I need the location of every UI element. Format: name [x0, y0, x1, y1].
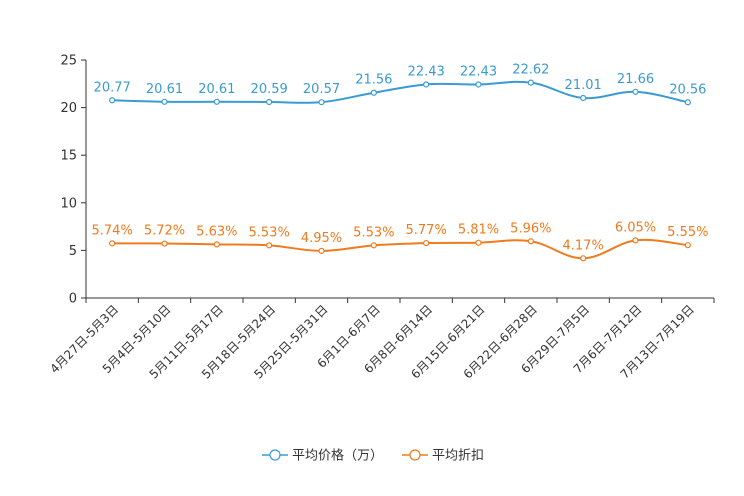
data-label: 20.77 [94, 80, 131, 95]
legend-item-avg-price[interactable]: 平均价格（万） [262, 448, 383, 464]
data-label: 6.05% [615, 220, 656, 235]
data-label: 4.17% [563, 238, 604, 253]
x-axis: 4月27日-5月3日5月4日-5月10日5月11日-5月17日5月18日-5月2… [47, 297, 715, 382]
legend[interactable]: 平均价格（万） 平均折扣 [262, 448, 484, 464]
data-label: 20.61 [146, 82, 183, 97]
y-tick-label: 25 [60, 54, 77, 69]
legend-label: 平均折扣 [432, 449, 484, 464]
data-point[interactable] [684, 242, 691, 249]
data-point[interactable] [684, 99, 691, 106]
data-label: 22.43 [460, 64, 497, 79]
data-point[interactable] [527, 79, 534, 86]
data-point[interactable] [580, 255, 587, 262]
data-point[interactable] [423, 239, 430, 247]
data-point[interactable] [266, 98, 273, 106]
legend-item-avg-discount[interactable]: 平均折扣 [402, 449, 484, 464]
data-point[interactable] [632, 237, 639, 244]
data-label: 20.61 [198, 82, 235, 97]
data-label: 22.43 [408, 64, 445, 79]
data-label: 5.77% [406, 223, 447, 238]
data-label: 5.74% [92, 223, 133, 238]
data-point[interactable] [580, 94, 587, 102]
y-tick-label: 5 [69, 244, 77, 259]
y-tick-label: 15 [60, 149, 77, 164]
data-label: 20.56 [669, 82, 706, 97]
y-axis: 0 5 10 15 20 25 [60, 54, 87, 307]
series-line [112, 80, 689, 104]
data-point[interactable] [632, 88, 639, 95]
data-label: 20.57 [303, 82, 340, 97]
data-label: 20.59 [251, 82, 288, 97]
data-point[interactable] [109, 240, 116, 247]
data-label: 5.53% [353, 225, 394, 240]
y-tick-label: 0 [69, 292, 77, 307]
data-label: 21.56 [355, 73, 392, 88]
legend-marker [269, 449, 281, 461]
data-point[interactable] [370, 89, 377, 96]
data-point[interactable] [423, 81, 430, 88]
series-avg-price: 20.77 20.61 20.61 20.59 20.57 21.56 22.43 22.43… [94, 63, 706, 106]
series-avg-discount: 5.74% 5.72% 5.63% 5.53% 4.95% 5.53% 5.77% 5.81%… [92, 220, 708, 262]
data-label: 5.81% [458, 223, 499, 238]
data-label: 5.55% [667, 225, 708, 240]
data-point[interactable] [161, 98, 168, 105]
data-label: 5.72% [144, 224, 185, 239]
data-point[interactable] [161, 240, 168, 247]
legend-marker [409, 449, 421, 461]
y-tick-label: 20 [60, 101, 77, 116]
data-point[interactable] [475, 81, 482, 88]
data-label: 5.96% [510, 221, 551, 236]
data-label: 22.62 [512, 63, 549, 78]
y-tick-label: 10 [60, 196, 77, 211]
data-point[interactable] [318, 99, 325, 106]
data-point[interactable] [527, 238, 534, 245]
data-label: 4.95% [301, 231, 342, 246]
legend-label: 平均价格（万） [292, 448, 383, 464]
data-point[interactable] [318, 247, 325, 254]
data-point[interactable] [213, 241, 220, 248]
data-label: 5.53% [249, 225, 290, 240]
series-line [112, 238, 688, 260]
data-label: 5.63% [196, 224, 237, 239]
data-label: 21.01 [565, 78, 602, 93]
series-layer: 20.77 20.61 20.61 20.59 20.57 21.56 22.43 22.43… [92, 63, 708, 262]
data-point[interactable] [475, 239, 482, 246]
data-point[interactable] [109, 97, 116, 104]
data-point[interactable] [370, 242, 377, 249]
data-point[interactable] [213, 98, 220, 105]
data-point[interactable] [266, 242, 273, 249]
data-label: 21.66 [617, 72, 654, 87]
